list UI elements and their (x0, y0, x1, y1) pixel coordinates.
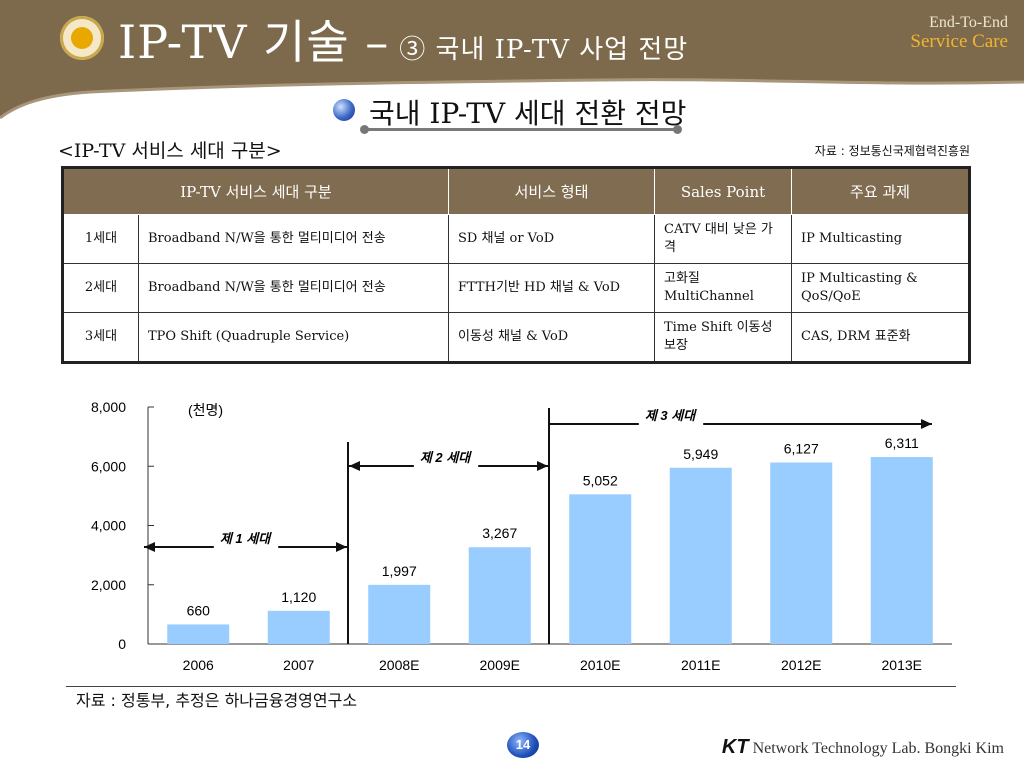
cell-sales-point: Time Shift 이동성 보장 (654, 312, 792, 363)
y-tick-label: 0 (118, 636, 126, 652)
bar-value-label: 1,997 (382, 563, 417, 579)
header-generation: IP-TV 서비스 세대 구분 (62, 167, 449, 215)
bar-value-label: 5,052 (583, 472, 618, 488)
cell-main-task: CAS, DRM 표준화 (791, 312, 970, 363)
unit-label: (천명) (188, 402, 223, 418)
cell-generation: 2세대 (62, 263, 139, 313)
generation-table: IP-TV 서비스 세대 구분 서비스 형태 Sales Point 주요 과제… (61, 166, 971, 364)
x-tick-label: 2008E (379, 657, 419, 673)
x-tick-label: 2011E (681, 657, 720, 673)
table-header-row: IP-TV 서비스 세대 구분 서비스 형태 Sales Point 주요 과제 (62, 167, 970, 215)
cell-service-type: SD 채널 or VoD (448, 214, 655, 264)
gen2-arrow-label-bg (413, 448, 479, 467)
cell-sales-point: 고화질 MultiChannel (654, 263, 792, 313)
table-row: 3세대 TPO Shift (Quadruple Service) 이동성 채널… (62, 312, 970, 363)
gen2-arrow-label: 제 2 세대 (420, 450, 472, 465)
header-sales-point: Sales Point (654, 167, 792, 215)
gen2-arrow-head-left (349, 461, 360, 471)
header-main-task: 주요 과제 (791, 167, 970, 215)
gen2-arrow-head-right (537, 461, 548, 471)
cell-description: TPO Shift (Quadruple Service) (138, 312, 449, 363)
cell-generation: 3세대 (62, 312, 139, 363)
y-tick-label: 4,000 (91, 518, 126, 534)
header-service-type: 서비스 형태 (448, 167, 655, 215)
slide-subtitle: ③ 국내 IP-TV 사업 전망 (399, 35, 689, 65)
bar-value-label: 1,120 (281, 589, 316, 605)
cell-service-type: 이동성 채널 & VoD (448, 312, 655, 363)
page-number-badge: 14 (507, 732, 539, 758)
table-row: 2세대 Broadband N/W을 통한 멀티미디어 전송 FTTH기반 HD… (62, 263, 970, 313)
x-tick-label: 2012E (781, 657, 821, 673)
section-heading-text: 국내 IP-TV 세대 전환 전망 (369, 97, 687, 130)
chart-source: 자료 : 정통부, 추정은 하나금융경영연구소 (76, 691, 358, 710)
title-sun-icon (60, 16, 104, 60)
table-caption: <IP-TV 서비스 세대 구분> (58, 140, 282, 162)
slide-title: IP-TV 기술 – ③ 국내 IP-TV 사업 전망 (118, 6, 688, 72)
x-tick-label: 2013E (882, 657, 922, 673)
x-tick-label: 2010E (580, 657, 620, 673)
bar (468, 547, 531, 644)
subscriber-bar-chart: 0 2,000 4,000 6,000 8,000 (천명) 660 2006 1,120 200… (91, 399, 952, 673)
bar (669, 467, 732, 644)
x-tick-label: 2007 (283, 657, 314, 673)
cell-sales-point: CATV 대비 낮은 가격 (654, 214, 792, 264)
cell-description: Broadband N/W을 통한 멀티미디어 전송 (138, 263, 449, 313)
brand-tagline: End-To-End Service Care (910, 14, 1008, 52)
bar (267, 610, 330, 644)
gen3-arrow-label-bg (638, 406, 704, 425)
blue-bullet-icon (333, 99, 355, 121)
cell-service-type: FTTH기반 HD 채널 & VoD (448, 263, 655, 313)
gen1-arrow-label-bg (213, 529, 279, 548)
footer-credit-text: Network Technology Lab. Bongki Kim (752, 740, 1004, 757)
slide-title-main: IP-TV 기술 – (118, 15, 390, 69)
header-band (0, 0, 1024, 120)
bottom-rule (66, 686, 956, 687)
table-source: 자료 : 정보통신국제협력진흥원 (814, 144, 970, 158)
bar-value-label: 3,267 (482, 525, 517, 541)
bar (167, 624, 230, 644)
kt-logo-icon: KT (721, 736, 749, 758)
bar (368, 584, 431, 644)
bar (770, 462, 833, 644)
bar (569, 494, 632, 644)
gen1-arrow-label: 제 1 세대 (220, 531, 272, 546)
bar-value-label: 5,949 (683, 446, 718, 462)
y-tick-label: 6,000 (91, 458, 126, 474)
x-tick-label: 2009E (480, 657, 520, 673)
gen1-arrow-head-right (336, 542, 347, 552)
gen3-arrow-head-right (921, 419, 932, 429)
bar (870, 457, 933, 644)
gen1-arrow-head-left (144, 542, 155, 552)
y-tick-label: 2,000 (91, 577, 126, 593)
section-underline (360, 125, 682, 134)
bar-value-label: 6,127 (784, 440, 819, 456)
gen3-arrow-label: 제 3 세대 (645, 408, 697, 423)
cell-description: Broadband N/W을 통한 멀티미디어 전송 (138, 214, 449, 264)
brand-line-1: End-To-End (929, 14, 1008, 31)
bar-value-label: 660 (187, 602, 211, 618)
table-row: 1세대 Broadband N/W을 통한 멀티미디어 전송 SD 채널 or … (62, 214, 970, 264)
x-tick-label: 2006 (183, 657, 214, 673)
cell-main-task: IP Multicasting (791, 214, 970, 264)
y-tick-label: 8,000 (91, 399, 126, 415)
cell-main-task: IP Multicasting & QoS/QoE (791, 263, 970, 313)
bar-value-label: 6,311 (885, 435, 919, 451)
footer-credit: KT Network Technology Lab. Bongki Kim (722, 736, 1004, 759)
brand-line-2: Service Care (910, 30, 1008, 52)
cell-generation: 1세대 (62, 214, 139, 264)
